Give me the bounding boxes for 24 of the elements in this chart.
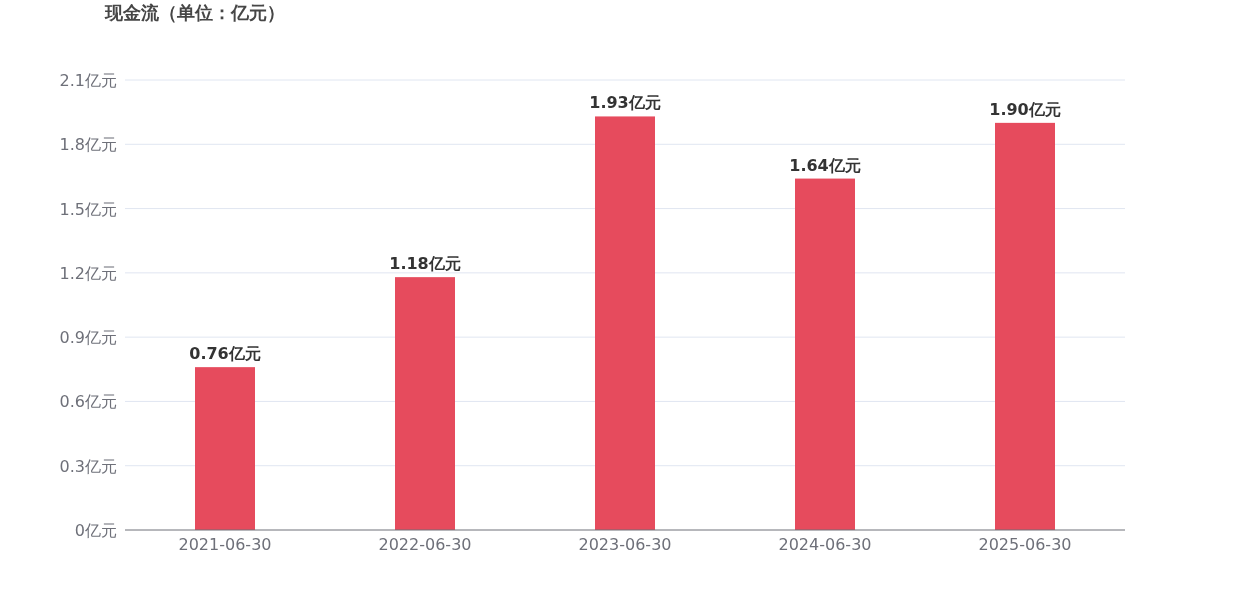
data-label: 1.64亿元 (789, 155, 861, 175)
chart-title: 现金流（单位：亿元） (104, 2, 285, 23)
bar (395, 277, 455, 530)
x-tick-label: 2024-06-30 (778, 535, 872, 554)
data-label: 1.93亿元 (589, 93, 661, 113)
y-tick-label: 0亿元 (74, 521, 117, 540)
y-tick-label: 0.9亿元 (59, 328, 117, 348)
bar (795, 178, 855, 530)
x-tick-label: 2025-06-30 (978, 535, 1072, 554)
bar (595, 116, 655, 530)
y-tick-label: 1.8亿元 (59, 135, 117, 155)
y-tick-label: 2.1亿元 (59, 71, 117, 90)
data-label: 0.76亿元 (189, 344, 261, 364)
bar (995, 122, 1055, 530)
y-tick-label: 0.3亿元 (59, 456, 117, 476)
bar (195, 367, 255, 530)
y-tick-label: 1.2亿元 (59, 263, 117, 283)
x-tick-label: 2021-06-30 (178, 535, 272, 554)
data-label: 1.18亿元 (389, 254, 461, 274)
data-label: 1.90亿元 (989, 99, 1061, 119)
y-tick-label: 1.5亿元 (59, 199, 117, 219)
x-tick-label: 2023-06-30 (578, 535, 672, 554)
x-tick-label: 2022-06-30 (378, 535, 472, 554)
y-tick-label: 0.6亿元 (59, 392, 117, 412)
